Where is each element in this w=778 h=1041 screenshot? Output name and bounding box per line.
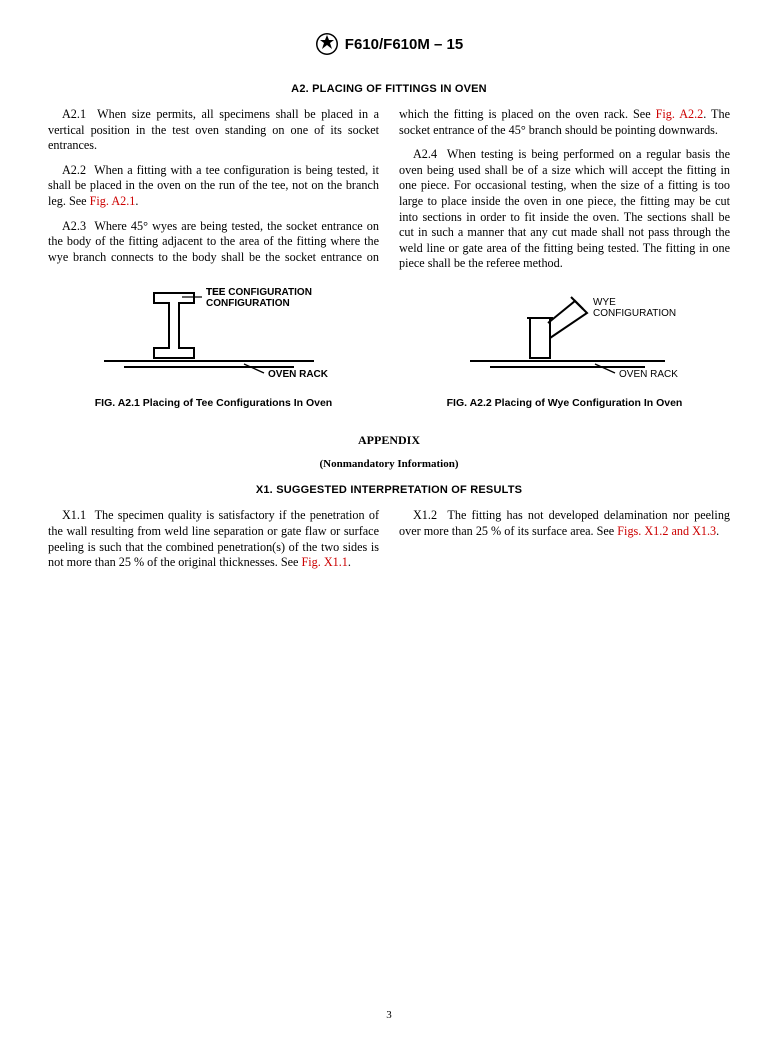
page-number: 3 xyxy=(0,1009,778,1021)
fig-ref-link[interactable]: Fig. X1.1 xyxy=(302,555,348,569)
para-text: When testing is being performed on a reg… xyxy=(399,147,730,270)
figure-a2-2: WYECONFIGURATION OVEN RACK FIG. A2.2 Pla… xyxy=(399,283,730,409)
para-num: A2.4 xyxy=(413,147,437,161)
section-a2-title: A2. PLACING OF FITTINGS IN OVEN xyxy=(48,83,730,95)
oven-rack-label: OVEN RACK xyxy=(619,369,678,380)
wye-config-label: WYECONFIGURATION xyxy=(593,297,676,319)
para-x1-2: X1.2 The fitting has not developed delam… xyxy=(399,508,730,539)
para-text-after: . xyxy=(716,524,719,538)
para-a2-4: A2.4 When testing is being performed on … xyxy=(399,147,730,272)
fig-ref-link[interactable]: Fig. A2.1 xyxy=(90,194,136,208)
para-text-after: . xyxy=(135,194,138,208)
fig-caption: FIG. A2.1 Placing of Tee Configurations … xyxy=(48,397,379,409)
para-num: A2.3 xyxy=(62,219,86,233)
fig-ref-link[interactable]: Figs. X1.2 and X1.3 xyxy=(617,524,716,538)
section-x1-body: X1.1 The specimen quality is satisfactor… xyxy=(48,508,730,570)
page-container: F610/F610M – 15 A2. PLACING OF FITTINGS … xyxy=(0,0,778,1041)
tee-diagram: TEE CONFIGURATION TEECONFIGURATION OVEN … xyxy=(64,283,364,388)
para-num: X1.1 xyxy=(62,508,86,522)
astm-logo-icon xyxy=(315,32,339,56)
para-text: When size permits, all specimens shall b… xyxy=(48,107,379,152)
appendix-title: APPENDIX xyxy=(48,433,730,448)
para-num: A2.2 xyxy=(62,163,86,177)
para-num: X1.2 xyxy=(413,508,437,522)
section-x1-title: X1. SUGGESTED INTERPRETATION OF RESULTS xyxy=(48,484,730,496)
wye-diagram: WYECONFIGURATION OVEN RACK xyxy=(415,283,715,388)
section-a2-body: A2.1 When size permits, all specimens sh… xyxy=(48,107,730,273)
appendix-subtitle: (Nonmandatory Information) xyxy=(48,458,730,470)
figures-row: TEE CONFIGURATION TEECONFIGURATION OVEN … xyxy=(48,283,730,409)
oven-rack-label: OVEN RACK xyxy=(268,369,329,380)
para-a2-2: A2.2 When a fitting with a tee configura… xyxy=(48,163,379,210)
para-x1-1: X1.1 The specimen quality is satisfactor… xyxy=(48,508,379,570)
para-a2-1: A2.1 When size permits, all specimens sh… xyxy=(48,107,379,154)
para-text-after: . xyxy=(348,555,351,569)
fig-ref-link[interactable]: Fig. A2.2 xyxy=(656,107,704,121)
figure-a2-1: TEE CONFIGURATION TEECONFIGURATION OVEN … xyxy=(48,283,379,409)
designation-text: F610/F610M – 15 xyxy=(345,36,463,53)
logo-designation-group: F610/F610M – 15 xyxy=(315,32,463,56)
para-num: A2.1 xyxy=(62,107,86,121)
document-header: F610/F610M – 15 xyxy=(48,32,730,61)
fig-caption: FIG. A2.2 Placing of Wye Configuration I… xyxy=(399,397,730,409)
